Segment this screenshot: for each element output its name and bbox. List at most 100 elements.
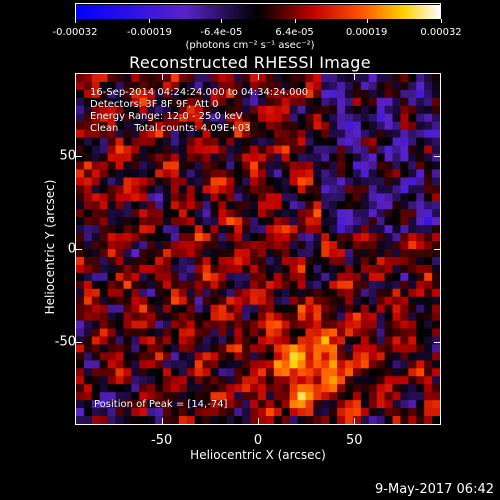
heatmap-pixel [392,280,401,290]
heatmap-pixel [178,416,188,424]
heatmap-pixel [147,336,156,345]
heatmap-pixel [242,360,251,369]
heatmap-pixel [91,74,101,83]
heatmap-pixel [155,177,164,186]
heatmap-pixel [147,392,156,401]
heatmap-pixel [115,408,124,417]
heatmap-pixel [368,153,378,162]
heatmap-pixel [265,185,275,194]
heatmap-pixel [186,416,196,424]
heatmap-pixel [91,129,101,139]
heatmap-pixel [115,121,124,131]
heatmap-pixel [234,193,243,202]
heatmap-pixel [178,81,188,91]
heatmap-pixel [289,408,298,417]
heatmap-pixel [242,201,251,210]
heatmap-pixel [305,121,314,131]
heatmap-pixel [170,288,180,298]
heatmap-pixel [408,408,417,417]
heatmap-pixel [139,201,148,210]
heatmap-pixel [99,312,109,321]
heatmap-pixel [234,288,243,298]
heatmap-pixel [76,376,85,385]
heatmap-pixel [218,97,227,107]
heatmap-pixel [408,304,417,314]
heatmap-pixel [368,209,378,218]
heatmap-pixel [360,89,370,99]
heatmap-pixel [408,113,417,123]
heatmap-pixel [392,352,401,361]
heatmap-pixel [313,400,322,409]
heatmap-pixel [368,161,378,170]
heatmap-pixel [155,121,164,131]
heatmap-pixel [376,129,386,139]
heatmap-pixel [392,360,401,369]
heatmap-pixel [194,352,204,361]
heatmap-pixel [250,74,259,83]
heatmap-pixel [170,233,180,242]
heatmap-pixel [115,344,124,353]
heatmap-pixel [416,312,425,321]
heatmap-pixel [265,408,275,417]
heatmap-pixel [226,264,235,274]
heatmap-pixel [178,169,188,178]
heatmap-pixel [392,368,401,377]
heatmap-pixel [250,217,259,226]
heatmap-pixel [163,272,172,282]
heatmap-pixel [424,129,433,139]
heatmap-pixel [432,209,440,218]
heatmap-pixel [155,344,164,353]
heatmap-pixel [234,241,243,250]
heatmap-pixel [186,217,196,226]
heatmap-pixel [194,392,204,401]
heatmap-pixel [345,312,354,321]
heatmap-pixel [376,89,386,99]
heatmap-pixel [368,129,378,139]
heatmap-pixel [273,185,283,194]
heatmap-pixel [76,153,85,162]
heatmap-pixel [107,256,116,266]
heatmap-pixel [131,81,140,91]
heatmap-pixel [273,304,283,314]
heatmap-pixel [210,129,219,139]
heatmap-pixel [345,304,354,314]
heatmap-pixel [250,209,259,218]
heatmap-pixel [400,320,409,329]
heatmap-pixel [392,288,401,298]
heatmap-pixel [345,97,354,107]
heatmap-pixel [178,129,188,139]
heatmap-pixel [242,296,251,306]
heatmap-pixel [400,296,409,306]
heatmap-pixel [305,376,314,385]
heatmap-pixel [376,368,386,377]
heatmap-pixel [376,392,386,401]
heatmap-pixel [139,113,148,123]
heatmap-pixel [234,312,243,321]
heatmap-pixel [210,74,219,83]
heatmap-pixel [352,272,362,282]
colorbar-tick-label: -0.00032 [52,27,98,38]
heatmap-pixel [99,137,109,146]
heatmap-pixel [360,376,370,385]
heatmap-pixel [155,264,164,274]
heatmap-pixel [250,129,259,139]
heatmap-pixel [107,280,116,290]
heatmap-pixel [226,129,235,139]
heatmap-pixel [408,81,417,91]
heatmap-pixel [400,272,409,282]
heatmap-pixel [234,97,243,107]
heatmap-pixel [297,241,306,250]
heatmap-pixel [242,344,251,353]
heatmap-pixel [91,177,101,186]
heatmap-pixel [321,74,330,83]
heatmap-pixel [352,145,362,154]
heatmap-pixel [123,264,132,274]
heatmap-pixel [297,105,306,115]
heatmap-pixel [265,153,275,162]
heatmap-pixel [360,320,370,329]
heatmap-pixel [234,352,243,361]
heatmap-pixel [408,376,417,385]
heatmap-pixel [265,137,275,146]
heatmap-pixel [178,272,188,282]
heatmap-pixel [210,113,219,123]
